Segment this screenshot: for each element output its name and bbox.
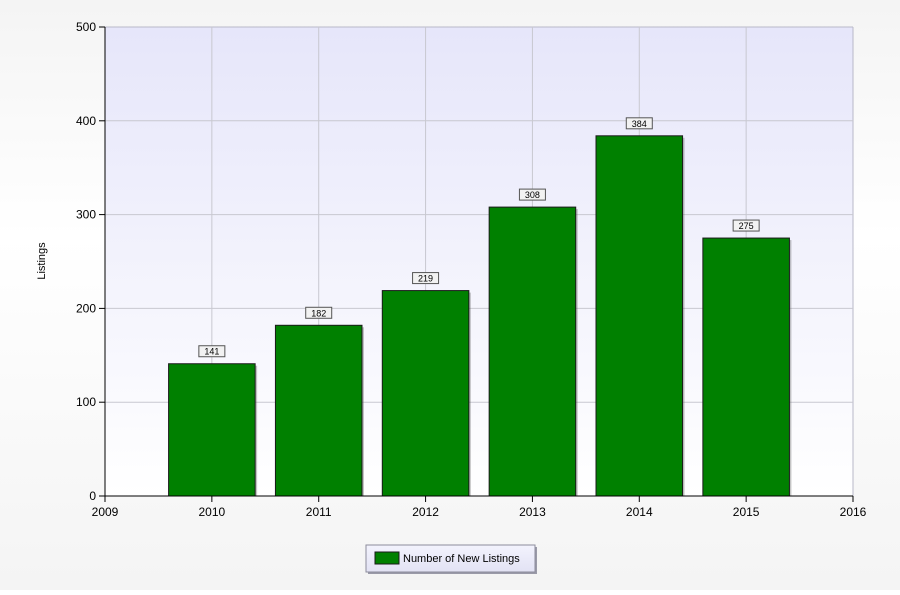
data-label-box bbox=[305, 306, 333, 319]
bar bbox=[488, 206, 577, 497]
bar bbox=[274, 324, 363, 497]
data-label: 308 bbox=[525, 190, 540, 200]
data-label: 141 bbox=[204, 347, 219, 357]
legend-swatch bbox=[374, 551, 400, 565]
y-tick-label: 200 bbox=[76, 301, 96, 315]
y-tick-label: 400 bbox=[76, 114, 96, 128]
data-label-box bbox=[198, 345, 226, 358]
data-label: 219 bbox=[418, 274, 433, 284]
x-tick-label: 2013 bbox=[519, 505, 546, 519]
data-label-box bbox=[518, 188, 546, 201]
x-tick-label: 2015 bbox=[733, 505, 760, 519]
y-tick-label: 0 bbox=[89, 489, 96, 503]
data-label: 384 bbox=[632, 119, 647, 129]
data-label-box bbox=[412, 272, 440, 285]
y-tick-label: 100 bbox=[76, 395, 96, 409]
legend: Number of New Listings bbox=[365, 544, 537, 574]
y-axis-title: Listings bbox=[36, 242, 48, 280]
data-labels: 141 182 219 308 384 275 bbox=[198, 117, 760, 358]
bars bbox=[168, 135, 792, 497]
x-axis-ticks: 2009 2010 2011 2012 2013 2014 2015 2016 bbox=[92, 496, 867, 519]
x-tick-label: 2009 bbox=[92, 505, 119, 519]
data-label-box bbox=[732, 219, 760, 232]
x-tick-label: 2014 bbox=[626, 505, 653, 519]
data-label-box bbox=[625, 117, 653, 130]
x-tick-label: 2010 bbox=[199, 505, 226, 519]
x-tick-label: 2016 bbox=[840, 505, 867, 519]
legend-label: Number of New Listings bbox=[403, 553, 520, 565]
data-label: 275 bbox=[739, 221, 754, 231]
data-label: 182 bbox=[311, 308, 326, 318]
x-tick-label: 2011 bbox=[306, 505, 332, 519]
bar bbox=[381, 290, 470, 497]
y-axis-ticks: 0 100 200 300 400 500 bbox=[76, 20, 105, 503]
y-tick-label: 300 bbox=[76, 208, 96, 222]
y-tick-label: 500 bbox=[76, 20, 96, 34]
bar bbox=[168, 363, 256, 497]
bar bbox=[702, 237, 790, 497]
x-tick-label: 2012 bbox=[412, 505, 439, 519]
bar bbox=[595, 135, 684, 497]
